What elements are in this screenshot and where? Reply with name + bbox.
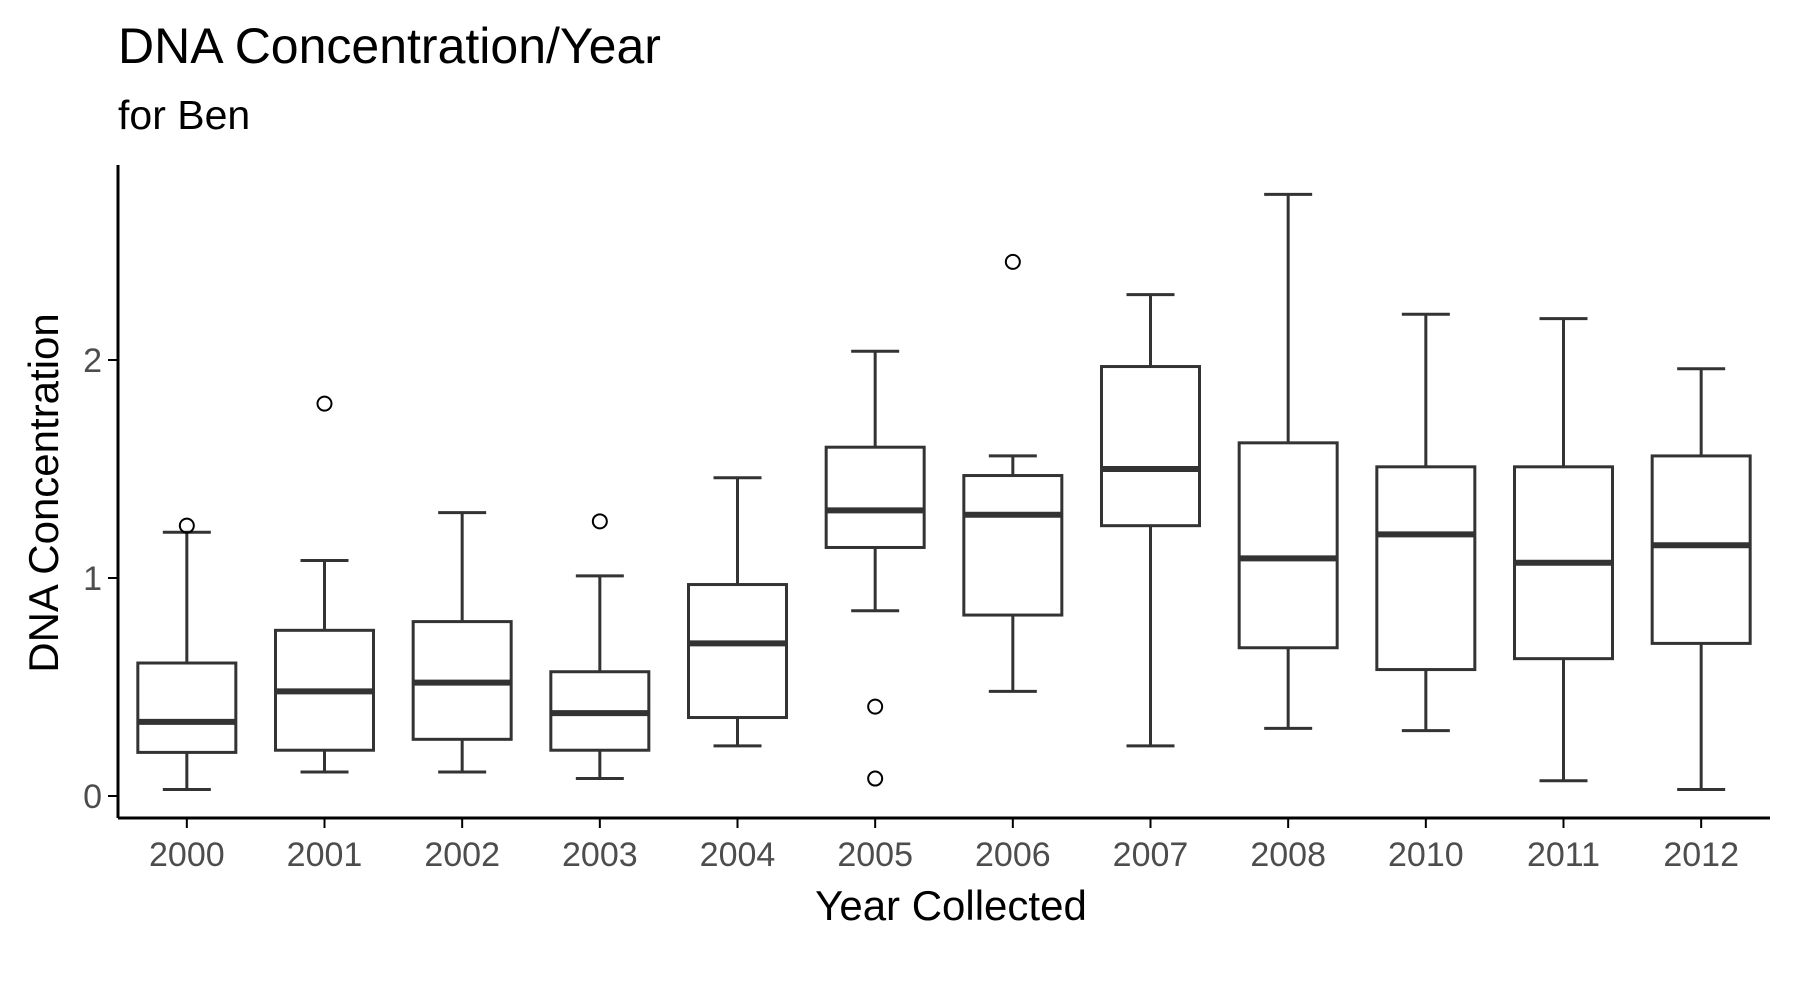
outlier-point: [178, 517, 195, 534]
x-tick-label: 2012: [1663, 836, 1739, 874]
x-axis-title: Year Collected: [815, 882, 1087, 929]
box-2011: [1513, 317, 1614, 783]
x-tick-label: 2005: [837, 836, 913, 874]
outlier-point: [591, 513, 608, 530]
axes: 2000 2001 2002 2003 2004 2005 2006 2007 2008 2010…: [83, 165, 1770, 874]
y-tick-label: 1: [83, 560, 102, 598]
x-tick-label: 2006: [975, 836, 1051, 874]
chart-subtitle: for Ben: [118, 92, 251, 138]
box-iqr: [136, 661, 238, 754]
box-2006: [962, 253, 1064, 693]
y-axis-title: DNA Concentration: [20, 313, 67, 673]
box-2010: [1375, 312, 1477, 733]
box-iqr: [687, 583, 788, 720]
y-tick-label: 0: [83, 778, 102, 816]
x-tick-label: 2008: [1250, 836, 1326, 874]
box-2001: [274, 395, 375, 774]
chart-title: DNA Concentration/Year: [118, 18, 661, 74]
box-2012: [1650, 367, 1752, 791]
box-2000: [136, 517, 238, 791]
box-2008: [1237, 192, 1339, 730]
outlier-point: [867, 698, 884, 715]
box-2007: [1100, 293, 1201, 748]
box-iqr: [1650, 454, 1752, 645]
x-tick-label: 2004: [700, 836, 776, 874]
outlier-point: [316, 395, 333, 412]
box-2002: [411, 511, 513, 774]
box-iqr: [1237, 441, 1339, 650]
box-2005: [824, 349, 926, 787]
outlier-point: [1004, 253, 1021, 270]
box-iqr: [1100, 365, 1201, 528]
x-tick-label: 2011: [1527, 836, 1600, 874]
x-tick-label: 2000: [149, 836, 225, 874]
box-iqr: [962, 474, 1064, 617]
x-tick-label: 2002: [424, 836, 500, 874]
outlier-point: [867, 770, 884, 787]
box-2004: [687, 476, 788, 748]
x-tick-label: 2003: [562, 836, 638, 874]
x-tick-label: 2007: [1113, 836, 1189, 874]
plot-marks: [136, 192, 1752, 791]
box-2003: [549, 513, 651, 781]
y-tick-label: 2: [83, 342, 102, 380]
box-iqr: [1375, 465, 1477, 672]
box-iqr: [824, 445, 926, 549]
x-tick-label: 2001: [287, 836, 363, 874]
x-tick-label: 2010: [1388, 836, 1464, 874]
